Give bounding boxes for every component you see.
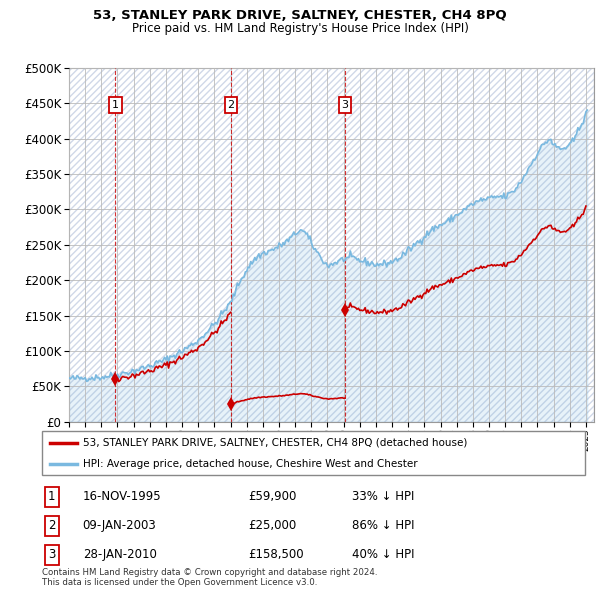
Text: 2: 2 (227, 100, 235, 110)
Text: 16-NOV-1995: 16-NOV-1995 (83, 490, 161, 503)
Text: 53, STANLEY PARK DRIVE, SALTNEY, CHESTER, CH4 8PQ: 53, STANLEY PARK DRIVE, SALTNEY, CHESTER… (93, 9, 507, 22)
Text: 28-JAN-2010: 28-JAN-2010 (83, 548, 157, 562)
Text: Contains HM Land Registry data © Crown copyright and database right 2024.
This d: Contains HM Land Registry data © Crown c… (42, 568, 377, 587)
Text: 1: 1 (48, 490, 56, 503)
Text: 2: 2 (48, 519, 56, 532)
Text: Price paid vs. HM Land Registry's House Price Index (HPI): Price paid vs. HM Land Registry's House … (131, 22, 469, 35)
Text: 40% ↓ HPI: 40% ↓ HPI (352, 548, 414, 562)
Text: £59,900: £59,900 (248, 490, 297, 503)
Text: HPI: Average price, detached house, Cheshire West and Chester: HPI: Average price, detached house, Ches… (83, 459, 418, 469)
Text: 3: 3 (341, 100, 349, 110)
Text: 1: 1 (112, 100, 119, 110)
Text: 3: 3 (48, 548, 55, 562)
FancyBboxPatch shape (42, 431, 585, 475)
Text: 53, STANLEY PARK DRIVE, SALTNEY, CHESTER, CH4 8PQ (detached house): 53, STANLEY PARK DRIVE, SALTNEY, CHESTER… (83, 438, 467, 448)
Text: £25,000: £25,000 (248, 519, 296, 532)
Text: 33% ↓ HPI: 33% ↓ HPI (352, 490, 414, 503)
Text: £158,500: £158,500 (248, 548, 304, 562)
Text: 09-JAN-2003: 09-JAN-2003 (83, 519, 157, 532)
Text: 86% ↓ HPI: 86% ↓ HPI (352, 519, 414, 532)
